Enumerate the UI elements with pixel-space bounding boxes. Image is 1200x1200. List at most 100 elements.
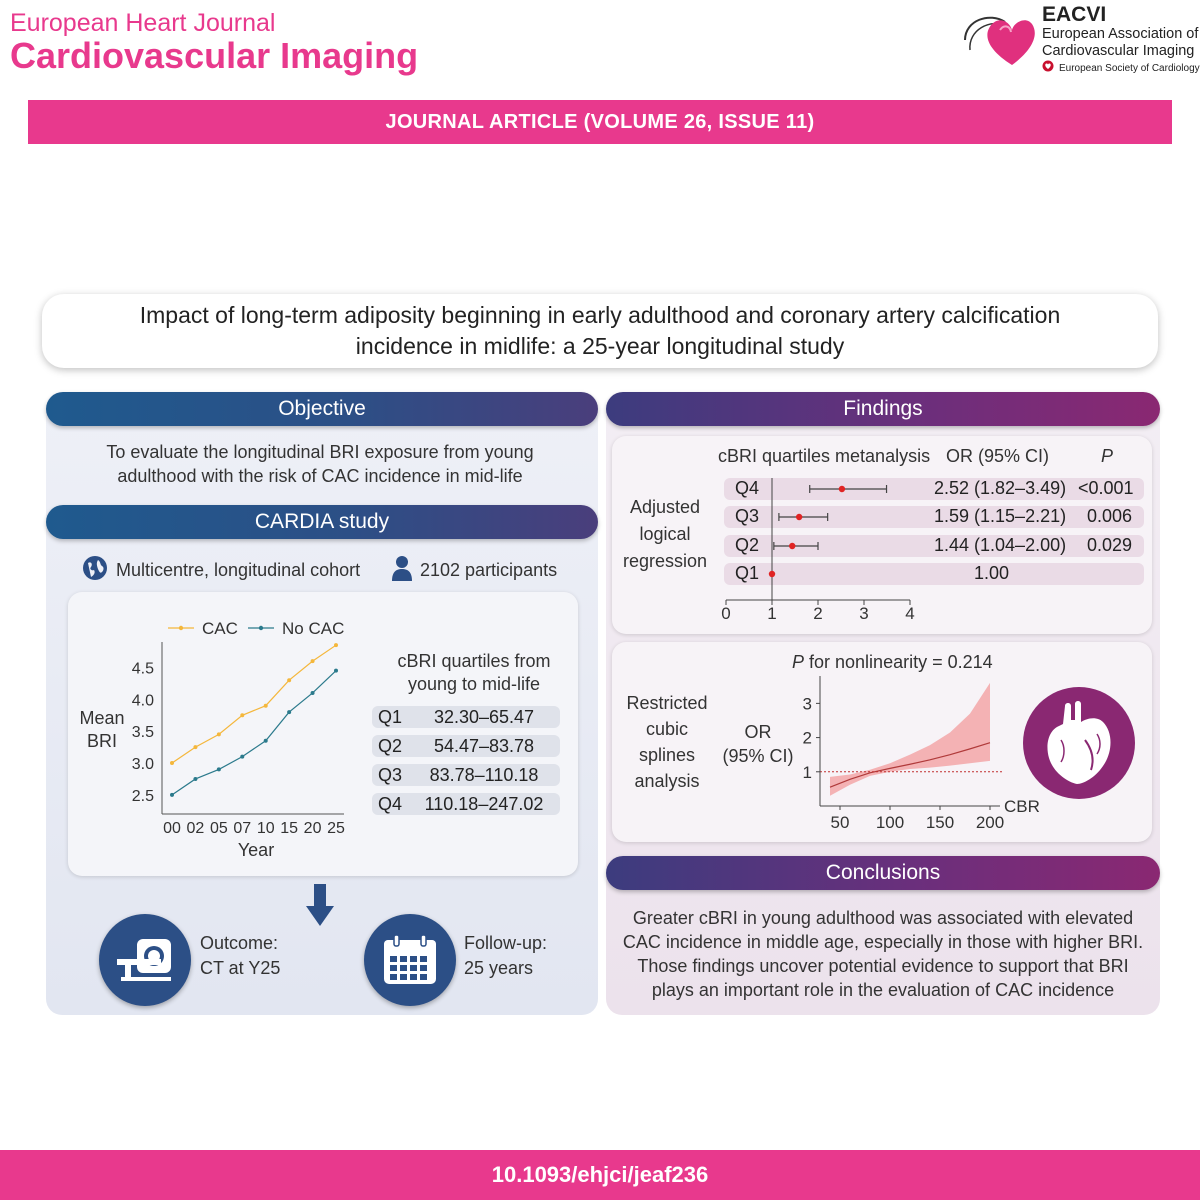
- spline-x-label: CBRI: [1004, 797, 1040, 816]
- society-name-line1: European Association of: [1042, 26, 1199, 42]
- forest-p-value: 0.006: [1087, 506, 1133, 526]
- bri-x-tick-label: 05: [210, 820, 228, 837]
- forest-marks: 0 1 2 3 4: [721, 478, 915, 623]
- spline-y-tick-label: 3: [803, 694, 812, 713]
- spline-x-tick-label: 150: [926, 813, 954, 832]
- spline-label: Restricted cubic splines analysis: [614, 690, 720, 794]
- bri-x-tick-label: 25: [327, 820, 345, 837]
- forest-or-text: 1.00: [974, 563, 1010, 583]
- forest-p-value: 0.029: [1087, 535, 1133, 555]
- spline-y-tick-label: 1: [803, 763, 812, 782]
- quartile-row: Q4 110.18–247.02: [372, 793, 560, 815]
- bri-x-tick-label: 02: [187, 820, 205, 837]
- forest-plot: 0 1 2 3 4: [721, 478, 915, 623]
- ct-scanner-icon: [99, 914, 191, 1006]
- bri-x-tick-label: 00: [163, 820, 181, 837]
- spline-y-tick-label: 2: [803, 729, 812, 748]
- outcome-line2: CT at Y25: [200, 958, 281, 978]
- conclusions-line1: Greater cBRI in young adulthood was asso…: [632, 908, 1134, 928]
- bri-series-point: [287, 710, 292, 715]
- regression-label-line2: logical: [639, 524, 691, 544]
- arrow-down-icon: [306, 884, 334, 933]
- forest-x-tick-label: 3: [859, 604, 868, 623]
- regression-label-line1: Adjusted: [629, 497, 701, 517]
- quartile-row: Q1 32.30–65.47: [372, 706, 560, 728]
- bri-ylabel-line1: Mean: [79, 708, 124, 728]
- bri-chart-card: [68, 592, 578, 876]
- forest-point: [789, 542, 796, 550]
- bri-legend-marker: [178, 625, 184, 631]
- or-header: OR (95% CI): [946, 446, 1050, 466]
- bri-series-point: [193, 776, 198, 781]
- bri-series-line: [171, 670, 337, 796]
- person-icon: [392, 555, 412, 586]
- esc-name: European Society of Cardiology: [1059, 62, 1200, 74]
- forest-point: [838, 485, 846, 493]
- spline-chart: 1 2 3 50 100 150 200CBRI: [803, 676, 1040, 832]
- spline-x-tick-label: 50: [831, 813, 850, 832]
- followup-line1: Follow-up:: [464, 933, 548, 953]
- article-title: Impact of long-term adiposity beginning …: [42, 294, 1158, 368]
- quartile-range: 83.78–110.18: [429, 764, 539, 785]
- quartile-label: Q1: [378, 706, 403, 727]
- bri-legend-label: No CAC: [282, 619, 344, 638]
- bri-legend-marker: [258, 625, 264, 631]
- spline-p-text: for nonlinearity = 0.214: [804, 652, 993, 672]
- quartile-label: Q2: [378, 735, 403, 756]
- doi-banner[interactable]: 10.1093/ehjci/jeaf236: [0, 1150, 1200, 1200]
- quartile-label: Q3: [378, 764, 403, 785]
- spline-marks: 1 2 3 50 100 150 200CBRI: [803, 676, 1040, 832]
- forest-x-tick-label: 0: [721, 604, 730, 623]
- forest-row: [724, 478, 1144, 500]
- spline-or-line: [829, 742, 991, 788]
- forest-header: cBRI quartiles metanalysis: [718, 446, 931, 466]
- participants: 2102 participants: [392, 555, 557, 586]
- spline-x-tick-label: 200: [976, 813, 1004, 832]
- bri-y-tick-label: 2.5: [132, 788, 154, 805]
- bri-series: [170, 643, 338, 797]
- p-header: P: [1101, 446, 1114, 466]
- forest-point: [768, 570, 776, 578]
- bri-y-tick-label: 4.0: [132, 692, 154, 709]
- quartiles-heading-line1: cBRI quartiles from: [397, 651, 551, 671]
- bri-x-tick-label: 07: [233, 820, 251, 837]
- bri-line-chart: CAC No CAC 2.53.03.54.04.500 02 05 07 10 15 20 2…: [79, 619, 345, 860]
- article-title-line2: incidence in midlife: a 25-year longitud…: [355, 333, 845, 359]
- spline-ylabel: OR (95% CI): [718, 720, 798, 768]
- conclusions-line2: CAC incidence in middle age, especially …: [622, 932, 1144, 952]
- bri-y-tick-label: 3.0: [132, 756, 154, 773]
- findings-heading: Findings: [606, 392, 1160, 426]
- bri-series-point: [310, 690, 315, 695]
- objective-text: To evaluate the longitudinal BRI exposur…: [80, 440, 560, 488]
- spline-p-italic: P: [792, 652, 805, 672]
- conclusions-heading: Conclusions: [606, 856, 1160, 890]
- bri-ylabel-line2: BRI: [87, 731, 117, 751]
- quartile-range: 54.47–83.78: [433, 735, 535, 756]
- quartile-row: Q2 54.47–83.78: [372, 735, 560, 757]
- quartile-range: 110.18–247.02: [424, 793, 544, 814]
- bri-legend-label: CAC: [202, 619, 238, 638]
- bri-series-point: [216, 732, 221, 737]
- bri-legend: CAC No CAC: [168, 619, 344, 638]
- bri-series-point: [334, 643, 338, 648]
- spline-ylabel-line2: (95% CI): [722, 746, 794, 766]
- bri-x-tick-label: 15: [280, 820, 298, 837]
- quartiles-heading: cBRI quartiles from young to mid-life: [374, 650, 574, 696]
- bri-y-tick-label: 3.5: [132, 724, 154, 741]
- quartiles-heading-line2: young to mid-life: [407, 674, 541, 694]
- eacvi-heart-logo-icon: [960, 10, 1040, 70]
- bri-y-tick-label: 4.5: [132, 660, 154, 677]
- quartile-range: 32.30–65.47: [433, 706, 535, 727]
- esc-line: European Society of Cardiology: [1042, 60, 1200, 77]
- forest-x-tick-label: 1: [767, 604, 776, 623]
- objective-text-line2: adulthood with the risk of CAC incidence…: [117, 466, 523, 486]
- bri-series-point: [216, 767, 221, 772]
- cardia-heading: CARDIA study: [46, 505, 598, 539]
- bri-series-point: [263, 738, 268, 743]
- participants-text: 2102 participants: [420, 560, 558, 580]
- forest-q-label: Q1: [735, 563, 760, 583]
- article-type-banner: JOURNAL ARTICLE (VOLUME 26, ISSUE 11): [28, 100, 1172, 144]
- bri-series-point: [263, 703, 268, 708]
- forest-p-value: <0.001: [1078, 478, 1134, 498]
- objective-text-line1: To evaluate the longitudinal BRI exposur…: [106, 442, 534, 462]
